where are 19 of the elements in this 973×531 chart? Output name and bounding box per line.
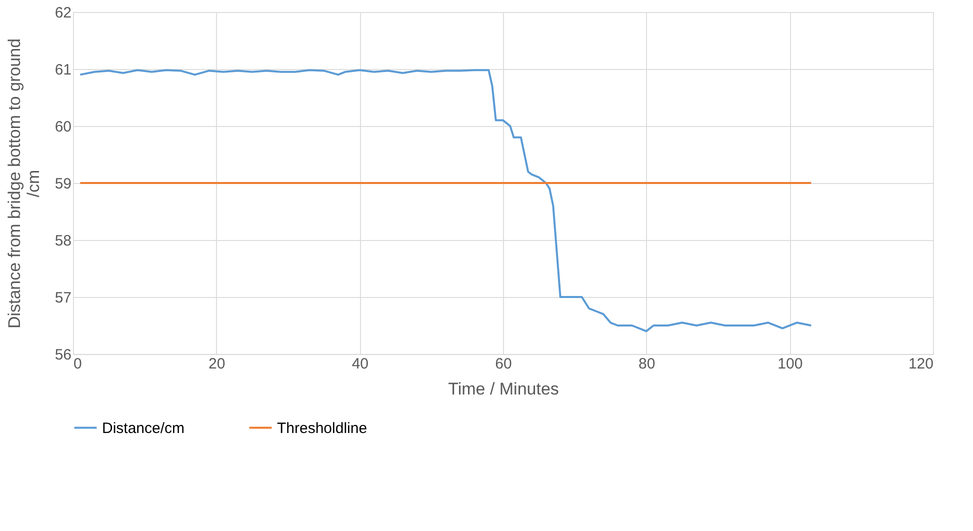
x-tick-label: 40: [352, 356, 369, 372]
legend-label: Distance/cm: [102, 420, 185, 437]
y-tick-label: 62: [54, 4, 72, 22]
x-tick-label: 100: [778, 356, 803, 372]
line-series: [79, 69, 812, 332]
legend-label: Thresholdline: [277, 420, 368, 437]
x-tick-label: 60: [495, 356, 512, 372]
x-tick-label: 20: [208, 356, 226, 372]
y-tick-label: 56: [54, 346, 72, 364]
x-tick-label: 80: [638, 356, 656, 372]
x-axis-title: Time / Minutes: [448, 380, 559, 398]
x-tick-label: 0: [74, 356, 82, 372]
y-tick-label: 57: [54, 290, 72, 306]
y-tick-label: 60: [54, 118, 72, 136]
y-tick-label: 58: [54, 232, 72, 250]
x-tick-label: 120: [908, 356, 934, 372]
y-axis-title: Distance from bridge bottom to ground /cm: [4, 38, 43, 329]
y-tick-label: 59: [54, 176, 72, 192]
y-tick-label: 61: [54, 62, 72, 78]
